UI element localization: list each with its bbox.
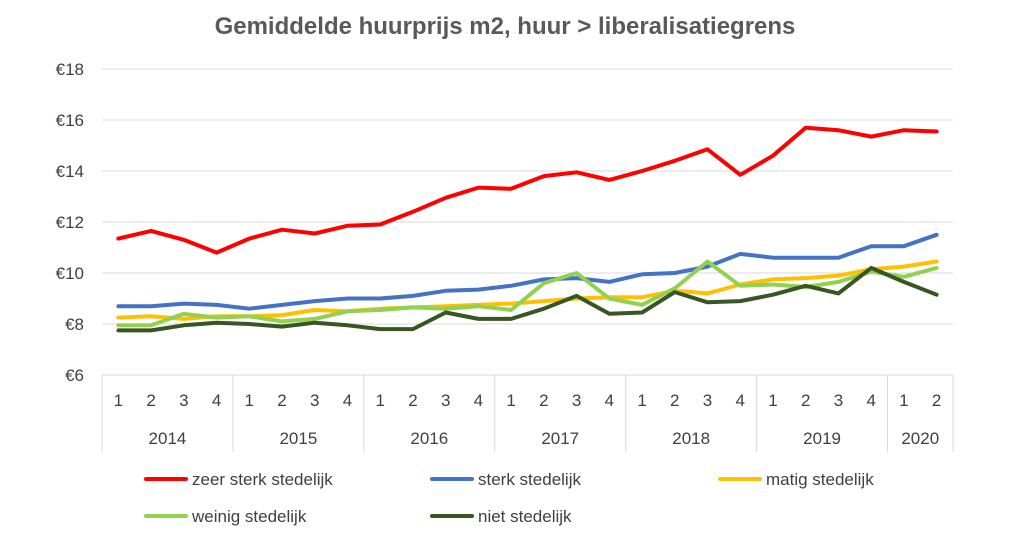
x-tick-label: 2 (146, 391, 155, 410)
legend-label: matig stedelijk (766, 470, 874, 489)
y-tick-label: €10 (56, 264, 84, 283)
legend: zeer sterk stedelijk sterk stedelijk matig… (144, 470, 874, 526)
y-tick-label: €12 (56, 213, 84, 232)
x-group-label: 2018 (672, 429, 710, 448)
y-axis-ticks: €6 €8 €10 €12 €14 €16 €18 (56, 60, 84, 385)
x-tick-label: 4 (343, 391, 352, 410)
x-tick-label: 3 (703, 391, 712, 410)
x-tick-label: 3 (310, 391, 319, 410)
series-lines (116, 125, 939, 333)
y-tick-label: €6 (65, 366, 84, 385)
x-tick-label: 2 (408, 391, 417, 410)
legend-label: zeer sterk stedelijk (192, 470, 333, 489)
x-tick-label: 1 (375, 391, 384, 410)
x-tick-label: 4 (474, 391, 483, 410)
x-tick-label: 1 (768, 391, 777, 410)
gridlines (102, 68, 953, 376)
x-tick-label: 4 (605, 391, 614, 410)
x-tick-label: 1 (506, 391, 515, 410)
x-tick-label: 1 (114, 391, 123, 410)
x-axis: 1 2 3 4 1 2 3 4 1 2 3 4 1 2 3 4 1 2 3 4 1 2 3 4 1 2 2014 2015 2016 20… (101, 375, 954, 452)
y-tick-label: €16 (56, 111, 84, 130)
x-group-label: 2016 (410, 429, 448, 448)
chart-title: Gemiddelde huurprijs m2, huur > liberali… (215, 13, 796, 40)
x-group-label: 2015 (279, 429, 317, 448)
x-tick-label: 1 (637, 391, 646, 410)
x-tick-label: 3 (572, 391, 581, 410)
x-tick-label: 1 (245, 391, 254, 410)
legend-label: weinig stedelijk (191, 507, 307, 526)
x-tick-label: 3 (179, 391, 188, 410)
series-line-0 (116, 125, 939, 255)
x-tick-label: 2 (539, 391, 548, 410)
legend-label: sterk stedelijk (478, 470, 581, 489)
y-tick-label: €8 (65, 315, 84, 334)
series-line-1 (116, 232, 939, 311)
x-group-label: 2017 (541, 429, 579, 448)
x-tick-label: 4 (736, 391, 745, 410)
x-tick-label: 2 (670, 391, 679, 410)
x-group-label: 2019 (803, 429, 841, 448)
x-tick-label: 2 (932, 391, 941, 410)
x-group-label: 2014 (149, 429, 187, 448)
legend-label: niet stedelijk (478, 507, 572, 526)
y-tick-label: €18 (56, 60, 84, 79)
x-tick-label: 3 (834, 391, 843, 410)
x-tick-label: 4 (866, 391, 875, 410)
series-line-2 (116, 259, 939, 321)
x-tick-label: 4 (212, 391, 221, 410)
x-group-label: 2020 (901, 429, 939, 448)
x-tick-label: 1 (899, 391, 908, 410)
x-tick-label: 2 (277, 391, 286, 410)
x-tick-label: 3 (441, 391, 450, 410)
series-line-4 (116, 265, 939, 333)
y-tick-label: €14 (56, 162, 84, 181)
x-tick-label: 2 (801, 391, 810, 410)
